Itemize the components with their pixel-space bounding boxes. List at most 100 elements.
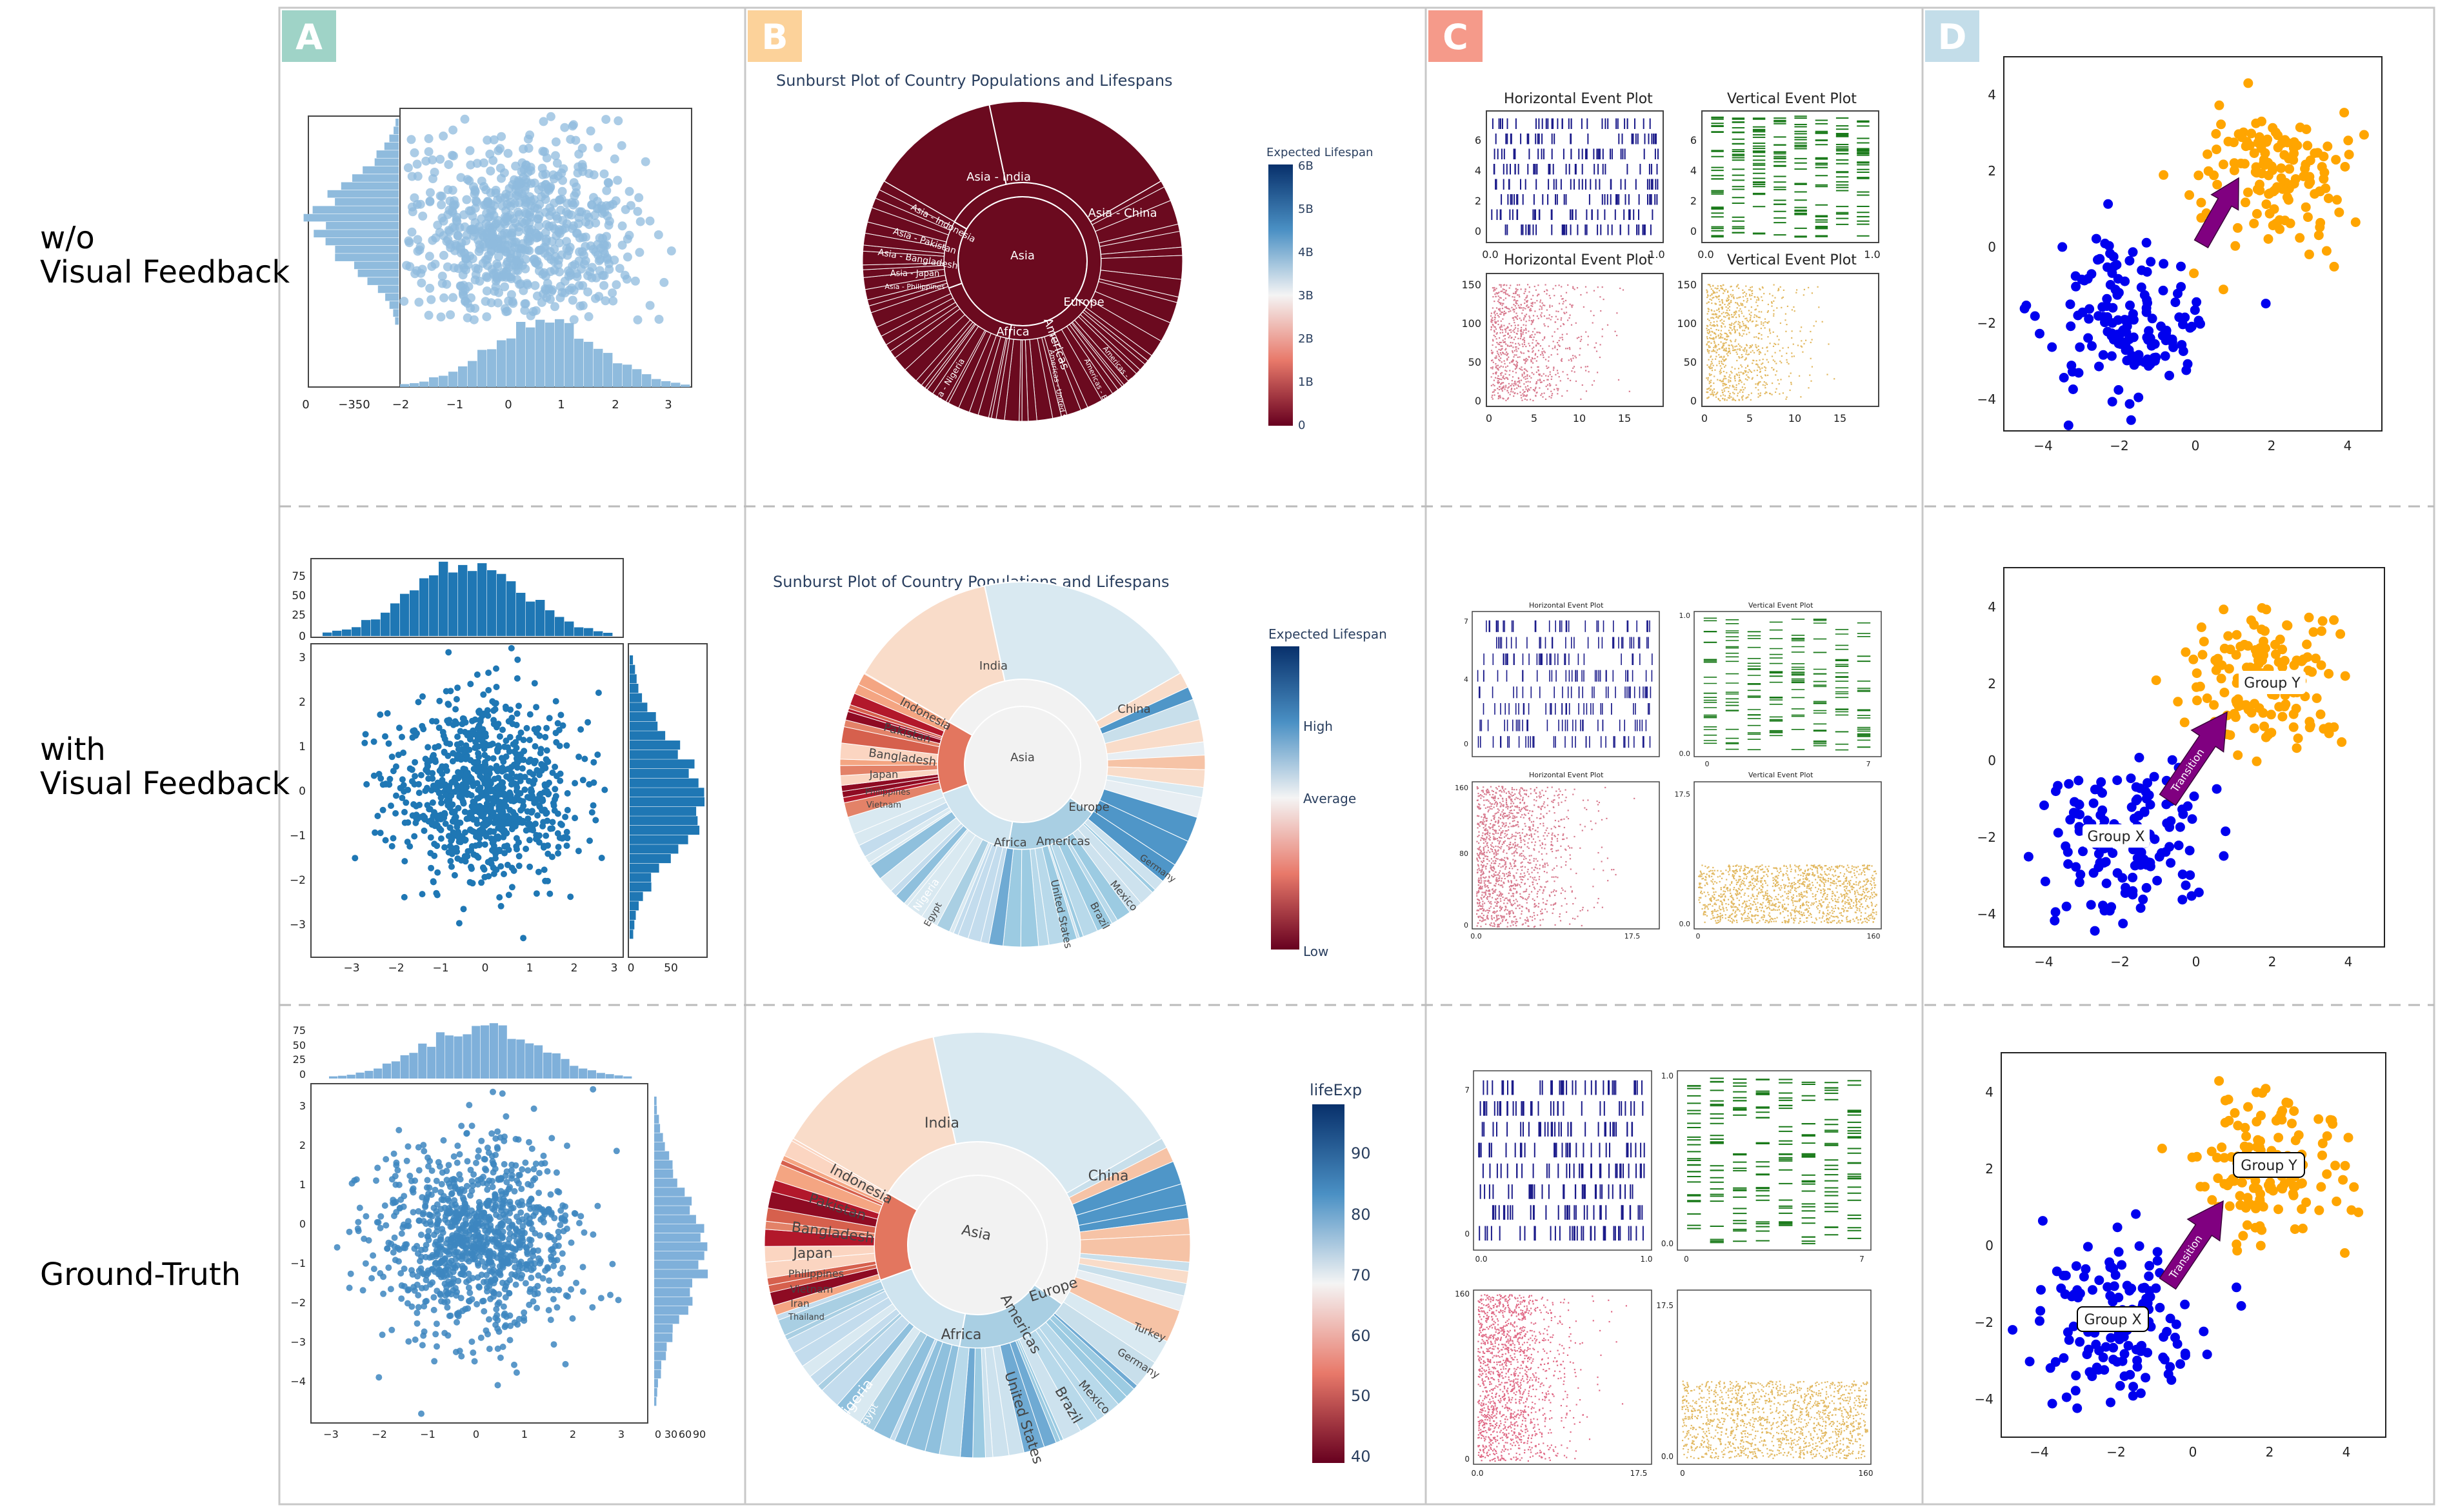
event-dot [1517,348,1519,350]
event-dot [1519,380,1521,382]
event-dot [1592,322,1594,324]
scatter-point [475,1153,481,1160]
scatter-point [454,264,463,274]
event-dot [1728,317,1730,319]
event-dot [1501,329,1503,331]
event-dot [1500,286,1502,288]
scatter-point [497,1188,505,1195]
event-dot [1557,318,1559,321]
event-dot [1555,315,1557,317]
histogram-bar [654,1369,661,1378]
scatter-point [388,802,394,810]
scatter-point [555,726,563,733]
scatter-point [610,255,619,265]
histogram-bar [365,1071,374,1079]
scatter-point [521,1309,528,1316]
scatter-point [511,1188,518,1195]
scatter-point [458,1186,465,1193]
scatter-point [483,1241,490,1248]
scatter-point [501,304,510,313]
event-dot [1554,347,1556,349]
histogram-bar [418,1043,427,1079]
scatter-point [594,292,604,301]
event-dot [1497,343,1499,345]
scatter-point [473,833,479,840]
event-dot [1519,330,1521,332]
event-dot [1574,371,1575,373]
scatter-point [486,795,493,802]
event-dot [1533,373,1535,375]
a2-tick: 2 [299,696,306,709]
scatter-point [592,817,599,824]
scatter-point [417,1231,425,1238]
event-dot [1517,393,1519,395]
scatter-point [654,230,663,239]
event-dot [1773,310,1775,312]
event-dot [1715,335,1717,337]
scatter-point [429,770,436,777]
scatter-point [377,711,384,718]
scatter-point [517,729,525,736]
scatter-point [431,233,441,243]
event-dot [1542,348,1544,350]
histogram-bar [325,237,399,246]
event-dot [1513,319,1515,321]
event-dot [1504,306,1506,308]
scatter-point [425,1190,432,1197]
event-dot [1742,399,1744,401]
scatter-point [463,1182,470,1189]
a3-tick: 1 [521,1428,528,1440]
scatter-point [434,869,441,876]
scatter-point [534,812,541,819]
scatter-point [467,681,474,688]
scatter-point [581,755,588,762]
event-dot [1512,350,1514,352]
event-dot [1517,330,1519,332]
scatter-point [384,710,391,717]
scatter-point [552,763,559,770]
event-dot [1599,356,1601,359]
row3-label: Ground-Truth [40,1257,241,1293]
event-dot [1521,399,1523,401]
scatter-point [361,739,368,746]
scatter-point [494,1325,501,1332]
event-dot [1524,363,1526,364]
b3-sunburst [764,1031,1191,1458]
scatter-point [514,710,521,717]
histogram-bar [654,1278,692,1288]
event-dot [1494,335,1496,337]
event-dot [1503,335,1504,337]
scatter-point [588,809,595,816]
histogram-bar [329,1076,338,1079]
a2-scatter [352,644,608,942]
scatter-point [528,809,535,816]
scatter-point [483,199,492,208]
a2-scatter-frame [310,643,624,958]
event-dot [1740,372,1742,373]
scatter-point [465,1270,472,1277]
scatter-point [431,852,438,859]
event-dot [1749,295,1751,297]
event-dot [1557,328,1559,330]
event-dot [1531,334,1533,336]
event-dot [1509,362,1511,364]
event-dot [1501,361,1503,363]
event-dot [1515,383,1517,384]
a2-tick: 0 [299,630,306,643]
scatter-point [549,819,556,826]
scatter-point [481,1308,488,1315]
event-dot [1535,381,1537,383]
scatter-point [457,1295,465,1302]
a2-right-hist-frame [628,643,708,958]
event-dot [1503,382,1504,384]
scatter-point [448,293,458,303]
event-dot [1572,304,1574,306]
scatter-point [578,233,588,243]
scatter-point [388,1176,395,1183]
event-dot [1521,369,1523,371]
scatter-point [428,864,435,871]
scatter-point [463,742,470,749]
scatter-point [482,228,491,237]
b2-colorbar-tick: Average [1303,791,1356,806]
scatter-point [577,1213,585,1220]
